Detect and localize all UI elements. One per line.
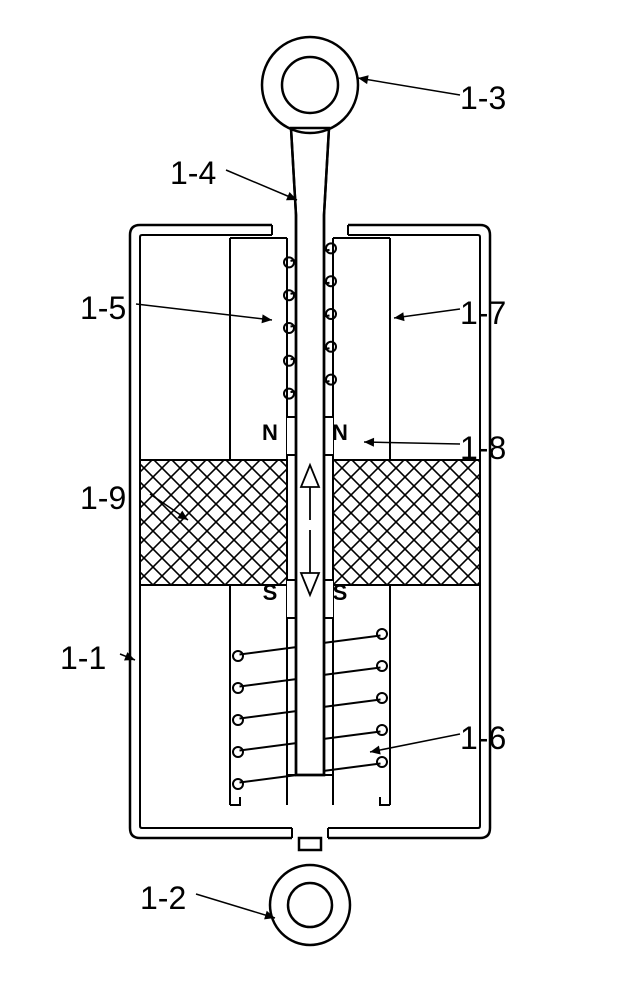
svg-text:S: S	[263, 580, 278, 605]
label-magnet: 1-8	[460, 430, 506, 467]
label-housing: 1-1	[60, 640, 106, 677]
svg-text:S: S	[333, 580, 348, 605]
label-rod: 1-4	[170, 155, 216, 192]
label-bot_ring: 1-2	[140, 880, 186, 917]
label-lower_coil: 1-6	[460, 720, 506, 757]
label-tube: 1-7	[460, 295, 506, 332]
svg-text:N: N	[332, 420, 348, 445]
label-upper_coil: 1-5	[80, 290, 126, 327]
svg-text:N: N	[262, 420, 278, 445]
label-hatch: 1-9	[80, 480, 126, 517]
label-top_ring: 1-3	[460, 80, 506, 117]
